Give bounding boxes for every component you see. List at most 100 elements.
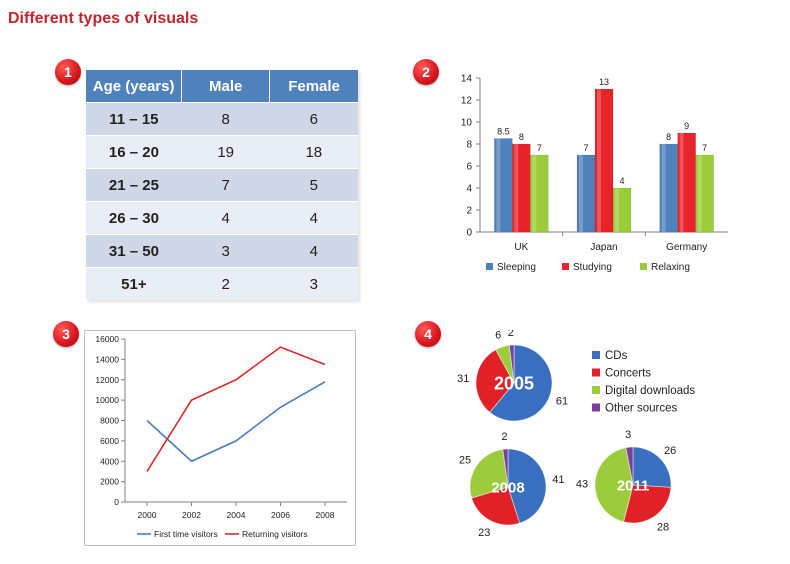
table-cell-female: 4 [269,201,358,235]
x-tick-label: 2002 [182,510,201,520]
legend-label: Sleeping [497,262,536,273]
x-tick-label: 2004 [227,510,246,520]
legend-label: Studying [573,262,612,273]
legend-swatch [592,351,600,359]
y-tick-label: 12000 [95,375,119,385]
table-header-male: Male [181,70,271,103]
panel-badge-3: 3 [53,321,79,347]
bar [512,143,531,233]
bar [530,154,549,233]
pie-data-label: 2 [501,431,507,443]
legend-label: Returning visitors [242,529,308,539]
legend-label: Other sources [605,403,677,415]
x-tick-label: UK [514,242,528,253]
series-line [146,381,326,463]
x-tick-label: 2000 [138,510,157,520]
table-cell-female: 18 [269,135,358,169]
table-cell-male: 8 [181,102,270,136]
pie-slice [469,448,509,499]
table-header-row: Age (years) Male Female [86,70,358,103]
pie-slice [623,484,672,524]
series-line [146,346,326,472]
line-chart-frame: 0 2000 4000 6000 8000 10000 12000 14000 16000 200… [84,330,356,546]
pie-data-label: 2 [508,330,514,339]
legend-label: Digital downloads [605,385,695,397]
y-tick-label: 12 [461,96,473,107]
panel-badge-1: 1 [55,59,81,85]
pie-slice [471,486,521,526]
y-tick-label: 6 [466,162,472,173]
legend-swatch [562,263,569,270]
data-label: 8 [666,132,671,142]
panel-badge-2: 2 [413,59,439,85]
data-label: 13 [599,77,609,87]
bar [594,88,614,233]
table-cell-male: 3 [181,234,270,268]
y-tick-label: 14 [461,74,473,85]
legend-swatch [592,386,600,394]
pie-year-label: 2008 [491,479,524,496]
bar [695,154,714,233]
bar-highlight [496,138,501,232]
table-cell-male: 7 [181,168,270,202]
page-title: Different types of visuals [8,10,199,27]
x-tick-label: Germany [666,242,707,253]
bar-highlight [579,155,583,232]
pie-slice [475,349,515,413]
table-row: 51+ 2 3 [86,267,358,300]
data-label: 9 [684,121,689,131]
y-tick-label: 10 [461,118,473,129]
table-cell-male: 2 [181,267,270,300]
y-tick-label: 14000 [95,354,119,364]
x-tick-label: Japan [590,242,617,253]
bar-chart: 0 2 4 6 8 10 12 14 UK 8.5 8 7 Japan 7 13 4 Germany 8 9 7 Sle… [461,74,728,273]
table-cell-age: 21 – 25 [86,168,182,202]
table-cell-age: 11 – 15 [86,102,182,136]
pie-year-label: 2011 [617,477,650,494]
legend-label: Relaxing [651,262,690,273]
bar-highlight [679,133,684,232]
table-cell-female: 6 [269,102,358,136]
table-cell-female: 5 [269,168,358,202]
y-tick-label: 10000 [95,395,119,405]
legend-swatch [486,263,493,270]
pie-data-label: 25 [459,454,471,466]
y-tick-label: 8000 [100,416,119,426]
legend-label: CDs [605,350,628,362]
pie-slice [632,446,672,488]
line-chart: 0 2000 4000 6000 8000 10000 12000 14000 16000 200… [95,334,347,539]
table-row: 11 – 15 8 6 [86,102,358,136]
pie-data-label: 28 [657,521,669,533]
bar-highlight [697,155,702,232]
pie-year-label: 2005 [494,373,534,393]
bar-highlight [615,188,619,232]
pie-slice [489,344,553,422]
y-tick-label: 2 [466,206,472,217]
x-tick-label: 2006 [271,510,290,520]
y-tick-label: 2000 [100,477,119,487]
pie-data-label: 61 [556,395,568,407]
pie-data-label: 41 [552,474,564,486]
legend-swatch [640,263,647,270]
legend-label: Concerts [605,368,651,380]
table-cell-male: 19 [181,135,270,169]
table-row: 16 – 20 19 18 [86,135,358,169]
y-tick-label: 16000 [95,334,119,344]
table-cell-female: 3 [269,267,358,300]
y-tick-label: 4000 [100,456,119,466]
bar-highlight [514,144,519,232]
table-header-female: Female [269,70,358,103]
bar-highlight [597,89,601,232]
table-cell-age: 26 – 30 [86,201,182,235]
age-gender-table: Age (years) Male Female 11 – 15 8 6 16 –… [86,70,358,300]
pie-slice [508,344,515,384]
y-tick-label: 6000 [100,436,119,446]
data-label: 8 [519,132,524,142]
bar-highlight [532,155,537,232]
table-cell-age: 51+ [86,267,182,300]
y-tick-label: 4 [466,184,472,195]
pie-data-label: 31 [457,373,469,385]
pie-slice [594,447,634,523]
pie-data-label: 3 [625,429,631,441]
